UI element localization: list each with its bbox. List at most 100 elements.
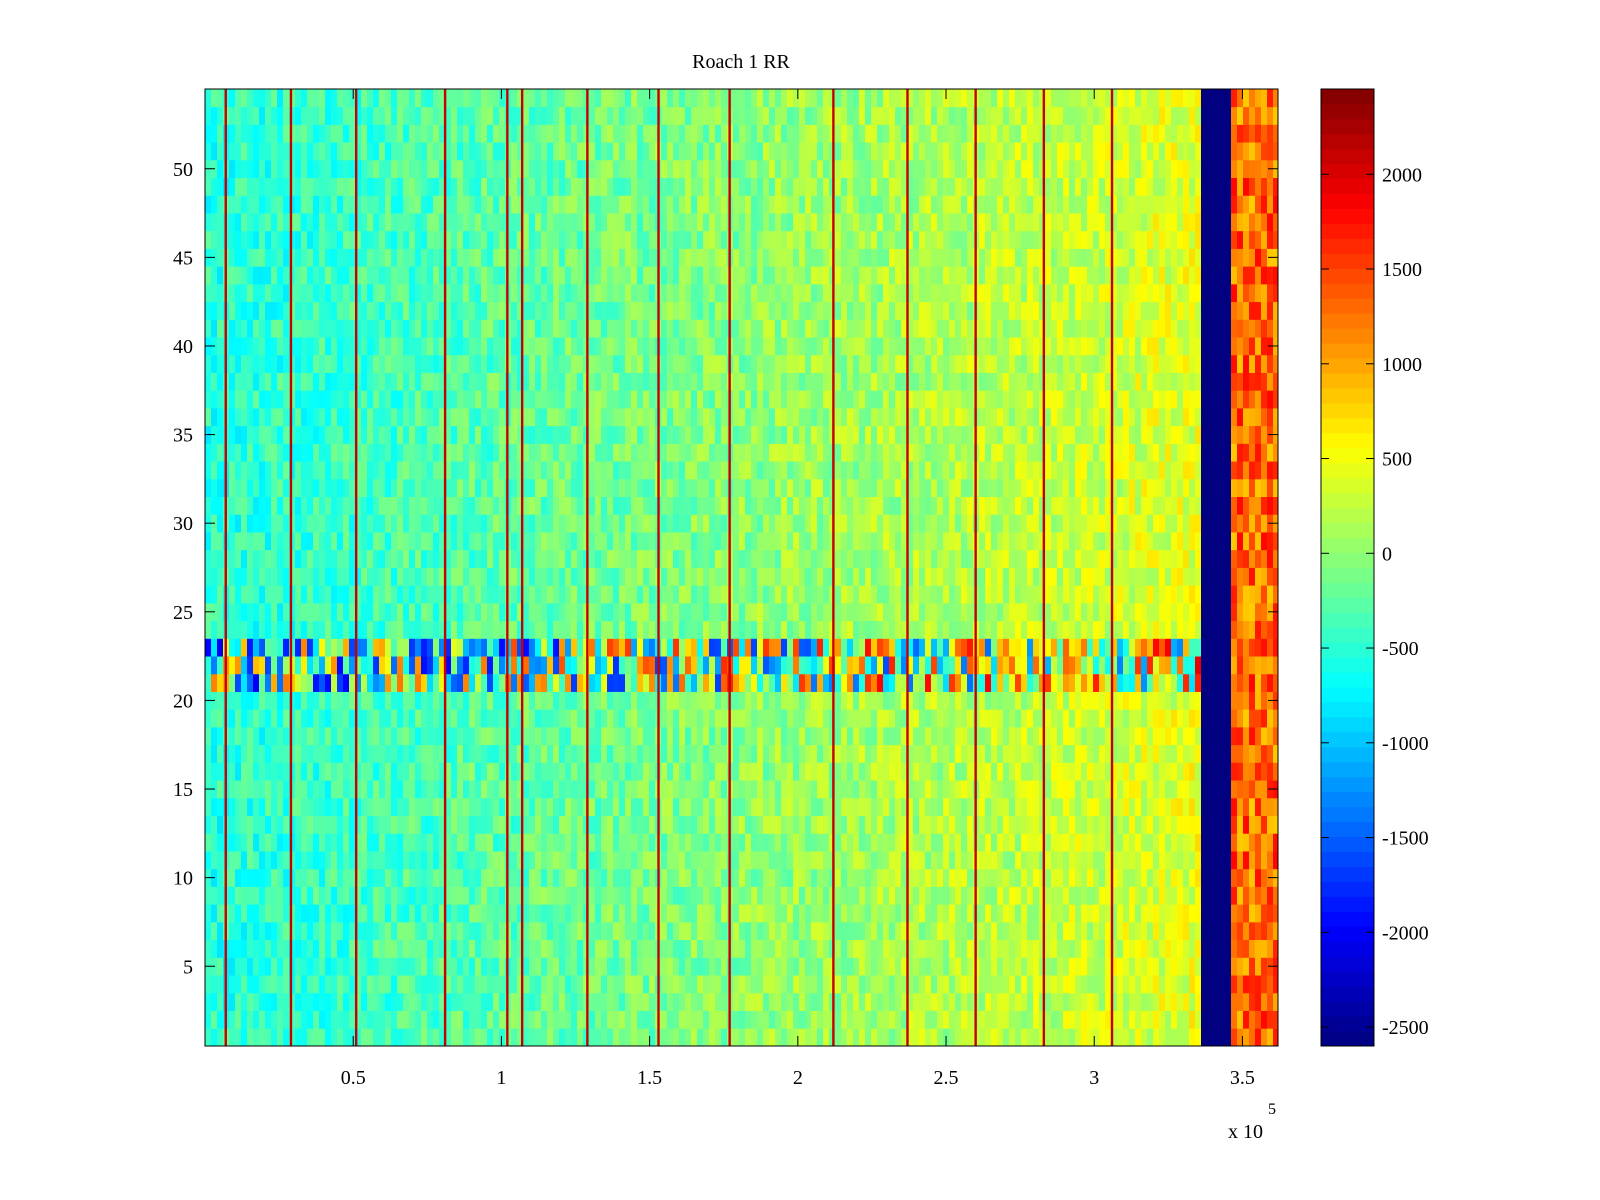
- heatmap-cell: [523, 939, 530, 958]
- heatmap-cell: [1147, 868, 1154, 887]
- heatmap-cell: [955, 939, 962, 958]
- heatmap-cell: [793, 585, 800, 604]
- heatmap-cell: [991, 709, 998, 728]
- heatmap-cell: [661, 744, 668, 763]
- heatmap-cell: [205, 709, 212, 728]
- heatmap-cell: [1057, 585, 1064, 604]
- heatmap-cell: [679, 868, 686, 887]
- heatmap-cell: [763, 939, 770, 958]
- heatmap-cell: [463, 638, 470, 657]
- heatmap-cell: [1063, 851, 1070, 870]
- heatmap-cell: [757, 921, 764, 941]
- heatmap-cell: [277, 975, 284, 994]
- heatmap-cell: [331, 656, 338, 675]
- heatmap-cell: [559, 957, 566, 976]
- heatmap-cell: [517, 992, 524, 1011]
- heatmap-cell: [979, 585, 986, 604]
- heatmap-cell: [289, 992, 296, 1011]
- heatmap-cell: [643, 727, 650, 746]
- heatmap-cell: [859, 904, 866, 923]
- heatmap-cell: [691, 620, 698, 639]
- heatmap-cell: [367, 851, 374, 870]
- heatmap-cell: [457, 833, 464, 852]
- heatmap-cell: [565, 727, 572, 746]
- heatmap-cell: [1201, 815, 1208, 834]
- heatmap-cell: [925, 744, 932, 763]
- heatmap-cell: [721, 797, 728, 817]
- heatmap-cell: [1201, 691, 1208, 710]
- heatmap-cell: [781, 638, 788, 657]
- heatmap-cell: [1135, 868, 1142, 887]
- heatmap-cell: [901, 1010, 908, 1029]
- heatmap-cell: [307, 602, 314, 622]
- heatmap-cell: [493, 815, 500, 834]
- heatmap-cell: [595, 620, 602, 639]
- heatmap-cell: [451, 656, 458, 675]
- heatmap-cell: [547, 727, 554, 746]
- heatmap-cell: [907, 549, 914, 568]
- heatmap-cell: [499, 921, 506, 941]
- heatmap-cell: [325, 904, 332, 923]
- heatmap-cell: [355, 815, 362, 834]
- heatmap-cell: [535, 691, 542, 710]
- heatmap-cell: [457, 921, 464, 941]
- heatmap-cell: [817, 602, 824, 622]
- heatmap-cell: [589, 638, 596, 657]
- heatmap-cell: [661, 780, 668, 799]
- heatmap-cell: [787, 833, 794, 852]
- heatmap-cell: [841, 957, 848, 976]
- heatmap-cell: [205, 975, 212, 994]
- heatmap-cell: [355, 691, 362, 710]
- heatmap-cell: [649, 868, 656, 887]
- heatmap-cell: [1081, 886, 1088, 905]
- heatmap-cell: [883, 585, 890, 604]
- heatmap-cell: [721, 744, 728, 763]
- heatmap-cell: [271, 886, 278, 905]
- heatmap-cell: [415, 1028, 422, 1046]
- heatmap-cell: [451, 992, 458, 1011]
- heatmap-cell: [1249, 797, 1256, 817]
- heatmap-cell: [937, 797, 944, 817]
- heatmap-cell: [1255, 585, 1262, 604]
- heatmap-cell: [1093, 780, 1100, 799]
- heatmap-cell: [865, 939, 872, 958]
- heatmap-cell: [661, 939, 668, 958]
- heatmap-cell: [271, 727, 278, 746]
- heatmap-cell: [691, 780, 698, 799]
- heatmap-cell: [883, 620, 890, 639]
- heatmap-cell: [391, 815, 398, 834]
- heatmap-cell: [1195, 815, 1202, 834]
- heatmap-cell: [835, 549, 842, 568]
- heatmap-cell: [769, 1028, 776, 1046]
- heatmap-cell: [715, 886, 722, 905]
- heatmap-cell: [547, 780, 554, 799]
- heatmap-cell: [955, 868, 962, 887]
- heatmap-cell: [1225, 567, 1232, 586]
- heatmap-cell: [619, 815, 626, 834]
- heatmap-cell: [1159, 673, 1166, 692]
- heatmap-cell: [229, 762, 236, 781]
- heatmap-cell: [1129, 744, 1136, 763]
- heatmap-cell: [835, 780, 842, 799]
- heatmap-cell: [385, 691, 392, 710]
- heatmap-cell: [1075, 638, 1082, 657]
- heatmap-cell: [1243, 992, 1250, 1011]
- heatmap-cell: [805, 673, 812, 692]
- heatmap-cell: [895, 833, 902, 852]
- heatmap-cell: [1219, 868, 1226, 887]
- heatmap-cell: [895, 992, 902, 1011]
- heatmap-cell: [763, 851, 770, 870]
- heatmap-cell: [715, 567, 722, 586]
- heatmap-cell: [859, 638, 866, 657]
- heatmap-cell: [271, 549, 278, 568]
- heatmap-cell: [1129, 797, 1136, 817]
- heatmap-cell: [841, 886, 848, 905]
- heatmap-cell: [361, 868, 368, 887]
- heatmap-cell: [1177, 549, 1184, 568]
- heatmap-cell: [919, 868, 926, 887]
- heatmap-cell: [751, 957, 758, 976]
- heatmap-cell: [481, 1010, 488, 1029]
- heatmap-cell: [1225, 904, 1232, 923]
- heatmap-cell: [805, 975, 812, 994]
- heatmap-cell: [1237, 921, 1244, 941]
